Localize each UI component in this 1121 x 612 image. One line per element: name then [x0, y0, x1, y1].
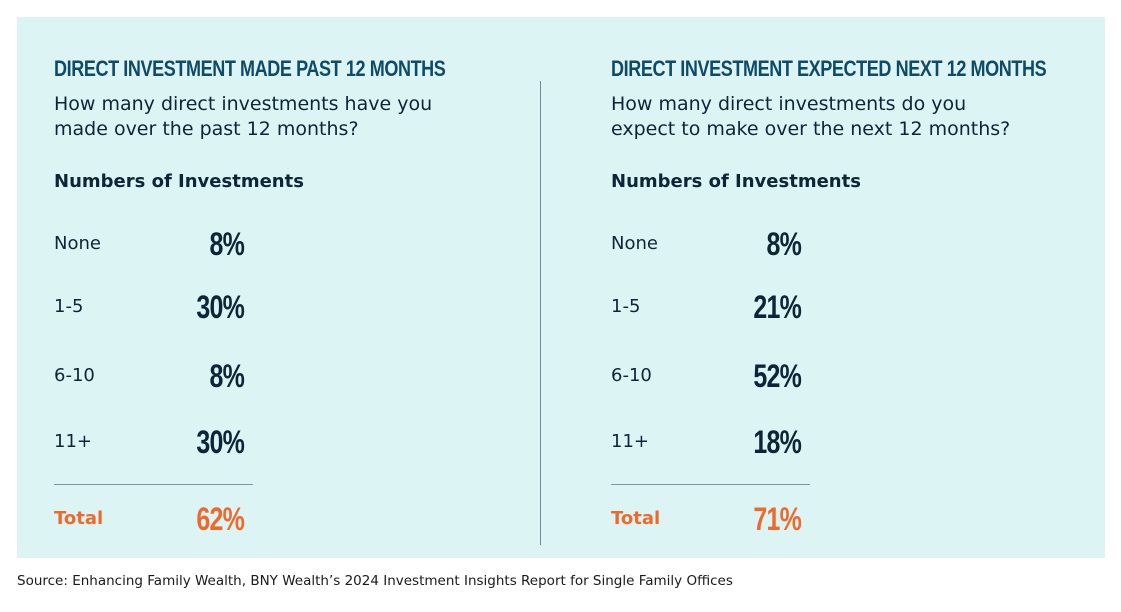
- column-divider: [540, 81, 541, 545]
- row-value-1-5: 30%: [196, 289, 244, 325]
- row-value-total: 71%: [753, 501, 801, 537]
- table-title: DIRECT INVESTMENT MADE PAST 12 MONTHS: [54, 56, 446, 81]
- row-value-6-10: 8%: [209, 358, 244, 394]
- row-label-1-5: 1-5: [54, 296, 84, 317]
- row-label-total: Total: [611, 508, 661, 529]
- row-label-total: Total: [54, 508, 104, 529]
- table-question: How many direct investments have you mad…: [54, 93, 433, 140]
- row-value-1-5: 21%: [753, 289, 801, 325]
- total-rule: [611, 484, 810, 485]
- row-value-total: 62%: [196, 501, 244, 537]
- row-label-11-plus: 11+: [54, 431, 92, 452]
- row-label-none: None: [54, 233, 101, 254]
- row-value-11-plus: 30%: [196, 424, 244, 460]
- row-value-none: 8%: [209, 226, 244, 262]
- row-value-6-10: 52%: [753, 358, 801, 394]
- column-header: Numbers of Investments: [611, 171, 861, 192]
- table-question: How many direct investments do you expec…: [611, 93, 1011, 140]
- row-label-11-plus: 11+: [611, 431, 649, 452]
- total-rule: [54, 484, 253, 485]
- source-note: Source: Enhancing Family Wealth, BNY Wea…: [17, 573, 733, 589]
- row-value-none: 8%: [766, 226, 801, 262]
- column-header: Numbers of Investments: [54, 171, 304, 192]
- row-label-6-10: 6-10: [611, 365, 652, 386]
- row-label-1-5: 1-5: [611, 296, 641, 317]
- table-title: DIRECT INVESTMENT EXPECTED NEXT 12 MONTH…: [611, 56, 1047, 81]
- row-label-6-10: 6-10: [54, 365, 95, 386]
- row-label-none: None: [611, 233, 658, 254]
- chart-panel: [17, 17, 1105, 558]
- row-value-11-plus: 18%: [753, 424, 801, 460]
